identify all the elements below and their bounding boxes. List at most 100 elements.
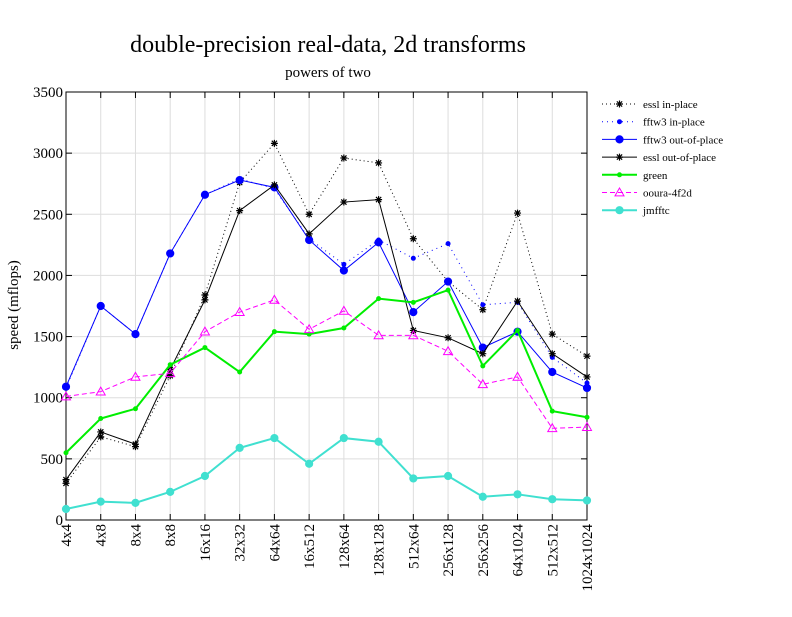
data-point-green xyxy=(584,414,590,420)
legend-marker-ooura-4f2d xyxy=(614,186,625,197)
data-point-ooura-4f2d xyxy=(477,378,489,389)
x-tick-label: 256x128 xyxy=(441,524,457,577)
data-point-green xyxy=(98,416,104,422)
x-tick-label: 512x512 xyxy=(545,524,561,577)
data-point-ooura-4f2d xyxy=(512,371,523,381)
data-point-essl-in-place xyxy=(270,139,278,147)
data-point-ooura-4f2d xyxy=(581,421,593,431)
chart-subtitle: powers of two xyxy=(285,65,371,81)
data-point-fftw3-in-place xyxy=(445,241,451,247)
data-point-fftw3-out-of-place xyxy=(200,190,210,199)
data-point-fftw3-in-place xyxy=(410,255,416,261)
y-tick-label: 1000 xyxy=(33,391,63,407)
data-point-ooura-4f2d xyxy=(373,329,384,340)
series-lines xyxy=(60,139,593,514)
data-point-essl-out-of-place xyxy=(479,350,487,358)
data-point-green xyxy=(202,345,208,351)
legend-label-essl-in-place: essl in-place xyxy=(643,99,698,111)
data-point-fftw3-out-of-place xyxy=(339,266,348,275)
data-point-fftw3-out-of-place xyxy=(582,383,592,393)
data-point-green xyxy=(132,406,138,412)
data-point-essl-in-place xyxy=(479,306,487,314)
data-point-essl-in-place xyxy=(340,154,348,162)
data-point-essl-in-place xyxy=(375,159,383,167)
data-point-ooura-4f2d xyxy=(95,386,107,396)
data-point-jmfftc xyxy=(200,471,210,481)
data-point-fftw3-in-place xyxy=(341,261,347,267)
data-point-ooura-4f2d xyxy=(60,390,72,401)
data-point-essl-out-of-place xyxy=(548,350,556,358)
data-point-jmfftc xyxy=(513,490,522,499)
data-point-green xyxy=(167,362,173,368)
legend-label-essl-out-of-place: essl out-of-place xyxy=(643,152,716,164)
data-point-jmfftc xyxy=(548,495,557,504)
grid xyxy=(65,91,588,521)
data-point-essl-in-place xyxy=(548,330,556,338)
data-point-ooura-4f2d xyxy=(407,329,419,340)
data-point-jmfftc xyxy=(443,471,453,481)
data-point-fftw3-in-place xyxy=(480,302,486,308)
data-point-jmfftc xyxy=(409,474,418,483)
data-point-ooura-4f2d xyxy=(546,422,558,433)
data-point-ooura-4f2d xyxy=(442,345,454,356)
data-point-essl-in-place xyxy=(97,433,105,441)
data-point-fftw3-out-of-place xyxy=(96,301,105,311)
data-point-green xyxy=(237,369,243,375)
x-tick-label: 16x16 xyxy=(198,524,214,562)
data-point-ooura-4f2d xyxy=(338,305,350,315)
x-tick-label: 1024x1024 xyxy=(580,524,596,592)
legend-marker-green xyxy=(617,172,622,178)
data-point-essl-out-of-place xyxy=(375,196,383,204)
data-point-green xyxy=(376,296,382,302)
data-point-ooura-4f2d xyxy=(164,367,176,378)
data-point-fftw3-out-of-place xyxy=(305,235,314,245)
x-tick-label: 128x128 xyxy=(372,524,388,577)
data-point-fftw3-out-of-place xyxy=(235,175,244,185)
data-point-fftw3-out-of-place xyxy=(61,382,71,391)
data-point-fftw3-out-of-place xyxy=(409,308,418,317)
series-line-fftw3-out-of-place xyxy=(65,179,588,389)
x-tick-label: 8x8 xyxy=(163,524,179,547)
data-point-essl-out-of-place xyxy=(97,428,105,436)
legend-marker-essl-out-of-place xyxy=(616,153,623,161)
plot-frame xyxy=(65,91,588,521)
legend: essl in-place fftw3 in-place fftw3 out-of-… xyxy=(602,99,723,217)
data-point-jmfftc xyxy=(96,497,105,506)
data-point-essl-out-of-place xyxy=(444,334,452,342)
legend-marker-fftw3-in-place xyxy=(617,119,622,125)
data-point-green xyxy=(480,363,486,369)
legend-label-fftw3-out-of-place: fftw3 out-of-place xyxy=(643,134,723,146)
axes: 0 500 1000 1500 2000 2500 3000 3500 4x4 4x8 8x4 8x8… xyxy=(33,85,596,592)
legend-label-green: green xyxy=(643,170,668,182)
data-point-jmfftc xyxy=(478,492,487,501)
y-tick-label: 3000 xyxy=(33,146,63,162)
legend-label-jmfftc: jmfftc xyxy=(642,205,670,217)
y-axis-label: speed (mflops) xyxy=(6,260,22,350)
data-point-green xyxy=(445,287,451,293)
x-tick-label: 256x256 xyxy=(476,524,492,577)
data-point-ooura-4f2d xyxy=(269,294,280,304)
data-point-green xyxy=(410,299,416,305)
data-point-essl-out-of-place xyxy=(131,440,139,448)
y-tick-label: 500 xyxy=(41,452,64,468)
x-tick-label: 128x64 xyxy=(337,524,353,570)
data-point-fftw3-out-of-place xyxy=(166,249,175,258)
data-point-jmfftc xyxy=(305,459,314,468)
legend-label-ooura-4f2d: ooura-4f2d xyxy=(643,188,692,200)
data-point-fftw3-out-of-place xyxy=(131,330,140,339)
data-point-jmfftc xyxy=(374,437,383,446)
series-line-green xyxy=(65,288,588,454)
data-point-ooura-4f2d xyxy=(234,306,246,316)
x-tick-label: 4x4 xyxy=(59,524,75,547)
data-point-essl-out-of-place xyxy=(583,373,591,381)
data-point-essl-in-place xyxy=(201,291,209,299)
chart-title: double-precision real-data, 2d transform… xyxy=(130,32,526,58)
series-line-jmfftc xyxy=(65,436,588,510)
data-point-jmfftc xyxy=(61,504,71,514)
data-point-jmfftc xyxy=(339,433,348,443)
data-point-fftw3-out-of-place xyxy=(443,277,453,286)
data-point-jmfftc xyxy=(235,443,244,452)
data-point-essl-in-place xyxy=(409,235,417,243)
data-point-essl-in-place xyxy=(514,209,522,217)
legend-marker-fftw3-out-of-place xyxy=(615,135,624,144)
